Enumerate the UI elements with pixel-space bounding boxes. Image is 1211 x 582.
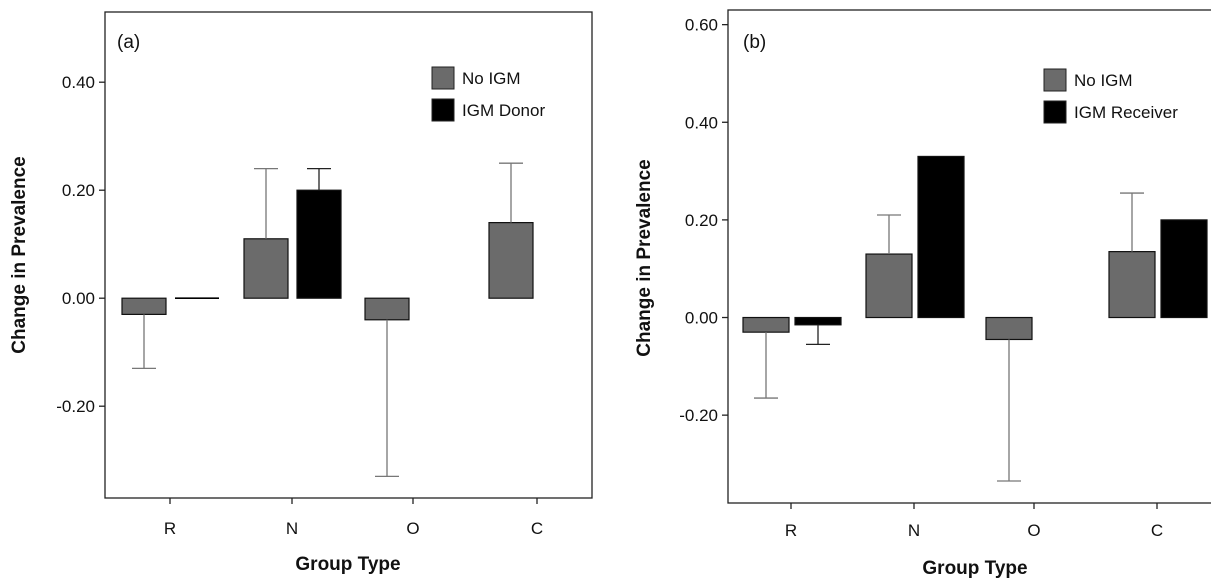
panel-a-bar-no-igm-N bbox=[243, 238, 289, 299]
panel-a-x-tick-label: O bbox=[406, 519, 419, 538]
panel-a-bar-no-igm-O bbox=[364, 297, 410, 321]
panel-a-legend: No IGM IGM Donor bbox=[431, 66, 545, 122]
panel-b-legend: No IGM IGM Receiver bbox=[1043, 68, 1178, 124]
panel-b-x-tick-label: O bbox=[1027, 521, 1040, 540]
panel-a-x-tick-label: R bbox=[164, 519, 176, 538]
panel-b-bar-igm-receiver-N bbox=[917, 155, 965, 319]
panel-a-legend-label-0: No IGM bbox=[462, 69, 521, 88]
panel-a-x-axis-title: Group Type bbox=[295, 554, 400, 575]
panel-a-bar-no-igm-C bbox=[488, 222, 534, 299]
panel-a-plot-frame bbox=[104, 11, 593, 499]
panel-b-plot-frame bbox=[727, 9, 1211, 504]
panel-a-y-tick-label: 0.40 bbox=[62, 73, 95, 92]
panel-a-y-axis-title: Change in Prevalence bbox=[9, 156, 30, 353]
panel-a-x-tick-label: C bbox=[531, 519, 543, 538]
panel-a-y-ticks: -0.20 0.00 0.20 0.40 bbox=[56, 73, 105, 416]
panel-a-legend-swatch-1 bbox=[431, 98, 455, 122]
panel-a-bar-igm-donor-N bbox=[296, 189, 342, 299]
panel-b-y-tick-label: 0.40 bbox=[685, 113, 718, 132]
panel-b-x-tick-label: R bbox=[785, 521, 797, 540]
panel-b-y-ticks: -0.20 0.00 0.20 0.40 0.60 bbox=[679, 16, 728, 425]
panel-b-y-tick-label: 0.20 bbox=[685, 211, 718, 230]
panel-b-bar-igm-receiver-C bbox=[1160, 219, 1208, 319]
panel-b-bar-igm-receiver-R bbox=[794, 316, 842, 326]
panel-b-legend-swatch-1 bbox=[1043, 100, 1067, 124]
panel-b-bar-no-igm-N bbox=[865, 253, 913, 319]
panel-b-legend-swatch-0 bbox=[1043, 68, 1067, 92]
panel-b-bar-no-igm-R bbox=[742, 316, 790, 333]
panel-a-label: (a) bbox=[117, 32, 140, 53]
panel-b-x-axis-title: Group Type bbox=[922, 558, 1027, 579]
panel-b-y-axis-title: Change in Prevalence bbox=[634, 159, 655, 356]
panel-a-y-tick-label: 0.20 bbox=[62, 181, 95, 200]
panel-a: (a) -0.20 0.00 0.20 0.40 R N O C Group Type Ch… bbox=[9, 11, 593, 575]
panel-a-x-tick-label: N bbox=[286, 519, 298, 538]
panel-b: (b) -0.20 0.00 0.20 0.40 0.60 R N O C Group Typ… bbox=[634, 9, 1211, 579]
panel-a-y-tick-label: -0.20 bbox=[56, 397, 95, 416]
panel-a-errorbars bbox=[132, 162, 523, 478]
panel-b-y-tick-label: 0.00 bbox=[685, 309, 718, 328]
panel-b-label: (b) bbox=[743, 32, 766, 53]
panel-a-legend-swatch-0 bbox=[431, 66, 455, 90]
panel-b-x-tick-label: C bbox=[1151, 521, 1163, 540]
panel-a-y-tick-label: 0.00 bbox=[62, 289, 95, 308]
panel-a-bar-no-igm-R bbox=[121, 297, 167, 316]
panel-b-bar-no-igm-C bbox=[1108, 251, 1156, 319]
panel-b-y-tick-label: 0.60 bbox=[685, 16, 718, 35]
panel-b-y-tick-label: -0.20 bbox=[679, 406, 718, 425]
panel-a-legend-label-1: IGM Donor bbox=[462, 101, 545, 120]
panel-b-bar-no-igm-O bbox=[985, 316, 1033, 341]
panel-b-bars bbox=[742, 155, 1208, 341]
panel-b-x-tick-label: N bbox=[908, 521, 920, 540]
panel-a-bars bbox=[121, 189, 534, 321]
panel-b-legend-label-0: No IGM bbox=[1074, 71, 1133, 90]
panel-b-errorbars bbox=[754, 192, 1144, 482]
panel-b-legend-label-1: IGM Receiver bbox=[1074, 103, 1178, 122]
